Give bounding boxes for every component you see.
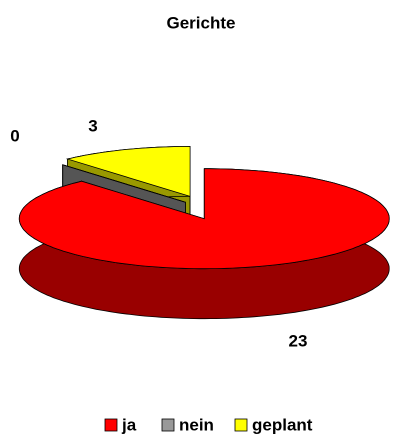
slice-top bbox=[62, 164, 186, 203]
slice-top bbox=[65, 145, 191, 197]
slice-top bbox=[18, 168, 390, 270]
chart-title: Gerichte bbox=[167, 13, 236, 32]
data-label: 0 bbox=[10, 126, 19, 145]
legend-label: ja bbox=[121, 415, 137, 434]
data-label: 3 bbox=[88, 116, 97, 135]
slice bbox=[18, 168, 390, 320]
legend-swatch bbox=[234, 418, 248, 432]
legend-swatch bbox=[104, 418, 118, 432]
legend-swatch bbox=[161, 418, 175, 432]
data-label: 23 bbox=[289, 331, 308, 350]
legend-label: geplant bbox=[252, 415, 313, 434]
legend-label: nein bbox=[179, 415, 214, 434]
